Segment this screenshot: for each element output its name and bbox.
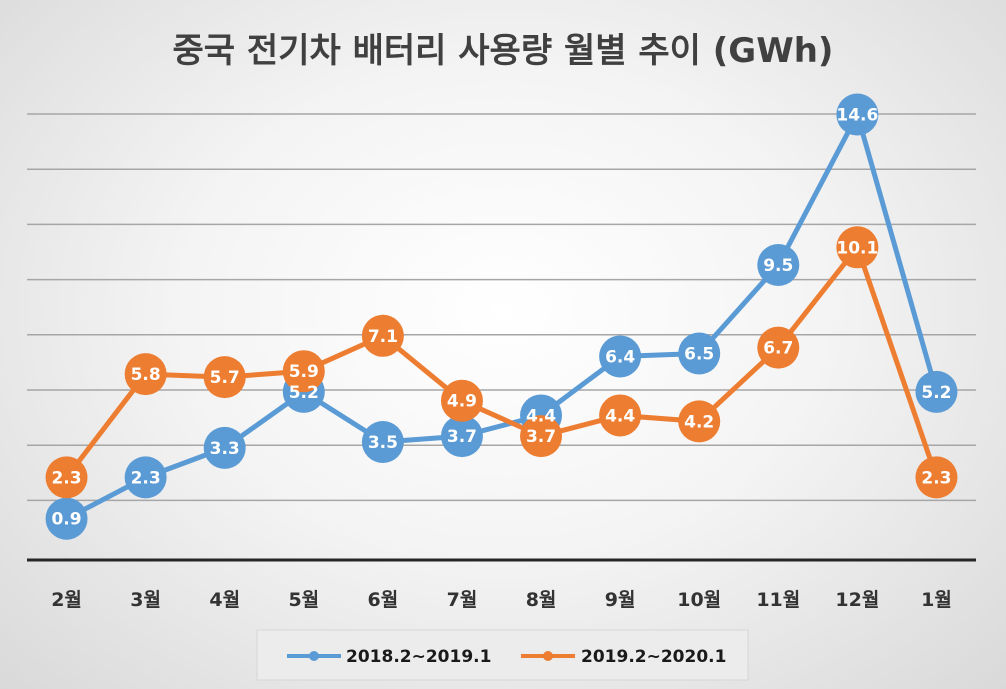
data-label-2: 4.2	[684, 412, 714, 432]
data-label-1: 4.4	[526, 406, 556, 426]
data-label-2: 4.4	[605, 406, 635, 426]
data-label-1: 3.5	[368, 433, 398, 453]
legend: 2018.2~2019.1 2019.2~2020.1	[256, 629, 749, 681]
x-tick-label: 7월	[447, 589, 478, 611]
data-label-2: 5.8	[131, 365, 161, 385]
data-point-2	[440, 379, 483, 422]
data-labels: 0.92.33.35.23.5 3.74.46.4 6.59.514.65.22.3…	[51, 106, 951, 530]
data-label-2: 2.3	[51, 468, 81, 488]
legend-marker-1	[309, 651, 319, 661]
data-point-2	[836, 226, 879, 269]
data-point-2	[520, 415, 563, 458]
x-tick-label: 11월	[756, 589, 800, 611]
data-label-1: 3.7	[447, 427, 477, 447]
data-point-1	[836, 93, 879, 136]
x-tick-label: 1월	[921, 589, 952, 611]
data-label-1: 6.5	[684, 345, 714, 365]
x-tick-label: 12월	[835, 589, 879, 611]
data-point-2	[599, 394, 642, 437]
data-point-1	[440, 415, 483, 458]
gridlines	[27, 113, 976, 502]
data-point-2	[678, 400, 721, 443]
data-point-1	[124, 456, 167, 499]
x-tick-label: 9월	[605, 589, 636, 611]
legend-label-1: 2018.2~2019.1	[346, 647, 491, 667]
data-label-1: 14.6	[836, 106, 878, 126]
data-label-1: 0.9	[51, 510, 81, 530]
data-point-1	[757, 244, 800, 286]
data-point-2	[282, 350, 325, 393]
data-point-1	[678, 332, 721, 375]
data-label-2: 4.9	[447, 392, 477, 412]
data-point-2	[757, 326, 800, 369]
x-tick-label: 10월	[677, 589, 721, 611]
data-label-1: 9.5	[763, 256, 793, 276]
data-label-1: 2.3	[131, 468, 161, 488]
x-tick-label: 4월	[209, 589, 240, 611]
x-tick-label: 8월	[526, 589, 557, 611]
data-point-1	[361, 421, 404, 463]
data-label-2: 7.1	[368, 327, 398, 347]
data-point-2	[915, 456, 958, 499]
data-point-1	[915, 370, 958, 413]
data-point-2	[203, 356, 246, 399]
data-label-2: 3.7	[526, 427, 556, 447]
data-label-2: 2.3	[921, 468, 951, 488]
data-label-1: 3.3	[210, 439, 240, 459]
data-point-2	[124, 353, 167, 396]
data-point-2	[361, 314, 404, 357]
data-label-2: 5.9	[289, 362, 319, 382]
x-tick-label: 3월	[130, 589, 161, 611]
legend-label-2: 2019.2~2020.1	[581, 647, 726, 667]
data-label-1: 6.4	[605, 347, 635, 367]
data-point-1	[203, 426, 246, 469]
data-point-2	[45, 456, 88, 499]
x-tick-label: 6월	[368, 589, 399, 611]
series-layer	[45, 93, 958, 540]
data-label-2: 5.7	[210, 368, 240, 388]
x-axis: 2월 3월 4월 5월 6월 7월 8월 9월 10월 11월 12월 1월	[27, 558, 976, 611]
x-tick-label: 2월	[51, 589, 82, 611]
data-label-2: 6.7	[763, 339, 793, 359]
data-label-2: 10.1	[836, 238, 878, 258]
series-line-2	[64, 244, 939, 480]
data-label-1: 5.2	[289, 383, 319, 403]
data-label-1: 5.2	[921, 383, 951, 403]
legend-marker-2	[543, 651, 553, 661]
data-point-1	[45, 497, 88, 540]
data-point-1	[599, 335, 642, 378]
chart-title: 중국 전기차 배터리 사용량 월별 추이 (GWh)	[173, 31, 834, 71]
series-line-1	[64, 112, 939, 522]
x-tick-label: 5월	[288, 589, 319, 611]
